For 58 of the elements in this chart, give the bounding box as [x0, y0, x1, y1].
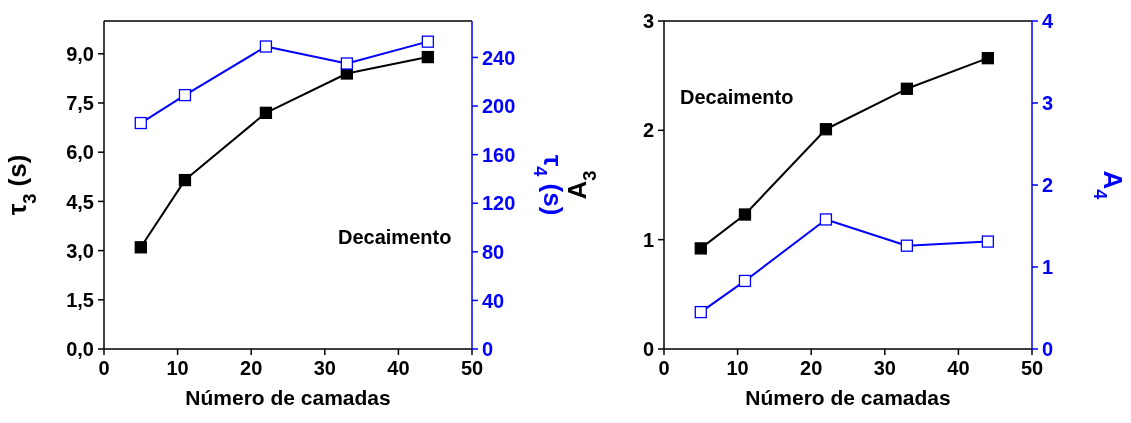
y-tick-label: 1 [642, 228, 654, 251]
y2-tick-label: 0 [1042, 338, 1054, 361]
y2-tick-label: 40 [482, 289, 505, 312]
y2-tick-label: 80 [482, 240, 505, 263]
point [421, 35, 434, 48]
y2-tick-label: 1 [1042, 256, 1054, 279]
y2-tick-label: 4 [1042, 10, 1054, 33]
x-tick-label: 40 [947, 357, 970, 380]
y-tick-label: 3 [642, 10, 654, 33]
point [981, 52, 994, 65]
y2-tick-label: 160 [482, 143, 516, 166]
y-tick-label: 7,5 [66, 92, 94, 115]
y-tick-label: 3,0 [66, 239, 94, 262]
x-tick-label: 50 [460, 357, 484, 380]
point [694, 305, 707, 319]
y2-tick-label: 0 [482, 338, 494, 361]
y-tick-label: 4,5 [66, 190, 94, 213]
y2-tick-label: 120 [482, 192, 516, 215]
point [900, 82, 914, 95]
point [738, 208, 752, 221]
y2-tick-label: 200 [482, 95, 516, 118]
x-tick-label: 20 [240, 357, 263, 380]
point [819, 213, 833, 226]
y-tick-label: 6,0 [66, 141, 94, 164]
x-tick-label: 30 [313, 357, 336, 380]
point [134, 241, 147, 254]
annotation: Decaimento [338, 226, 452, 249]
x-axis-title: Número de camadas [745, 386, 951, 409]
x-tick-label: 10 [166, 357, 189, 380]
y-tick-label: 1,5 [66, 288, 94, 311]
point [900, 239, 914, 252]
y-tick-label: 0,0 [66, 338, 94, 361]
y-tick-label: 0 [642, 338, 654, 361]
x-tick-label: 20 [800, 357, 823, 380]
x-tick-label: 0 [98, 357, 110, 380]
y2-tick-label: 240 [482, 46, 516, 69]
x-tick-label: 0 [658, 357, 670, 380]
point [259, 106, 273, 119]
x-tick-label: 50 [1020, 357, 1044, 380]
x-tick-label: 10 [726, 357, 749, 380]
point [259, 40, 273, 53]
point [421, 50, 434, 64]
x-axis-title: Número de camadas [185, 386, 391, 409]
point [981, 235, 994, 248]
annotation: Decaimento [680, 86, 794, 109]
point [340, 57, 354, 70]
point [134, 116, 147, 130]
point [178, 173, 192, 187]
y2-tick-label: 3 [1042, 92, 1054, 115]
point [178, 88, 192, 102]
point [694, 242, 707, 255]
point [738, 274, 752, 288]
y-tick-label: 2 [642, 119, 654, 142]
x-tick-label: 30 [873, 357, 896, 380]
x-tick-label: 40 [387, 357, 410, 380]
point [819, 123, 833, 136]
y2-tick-label: 2 [1042, 174, 1054, 197]
y-tick-label: 9,0 [66, 42, 94, 65]
